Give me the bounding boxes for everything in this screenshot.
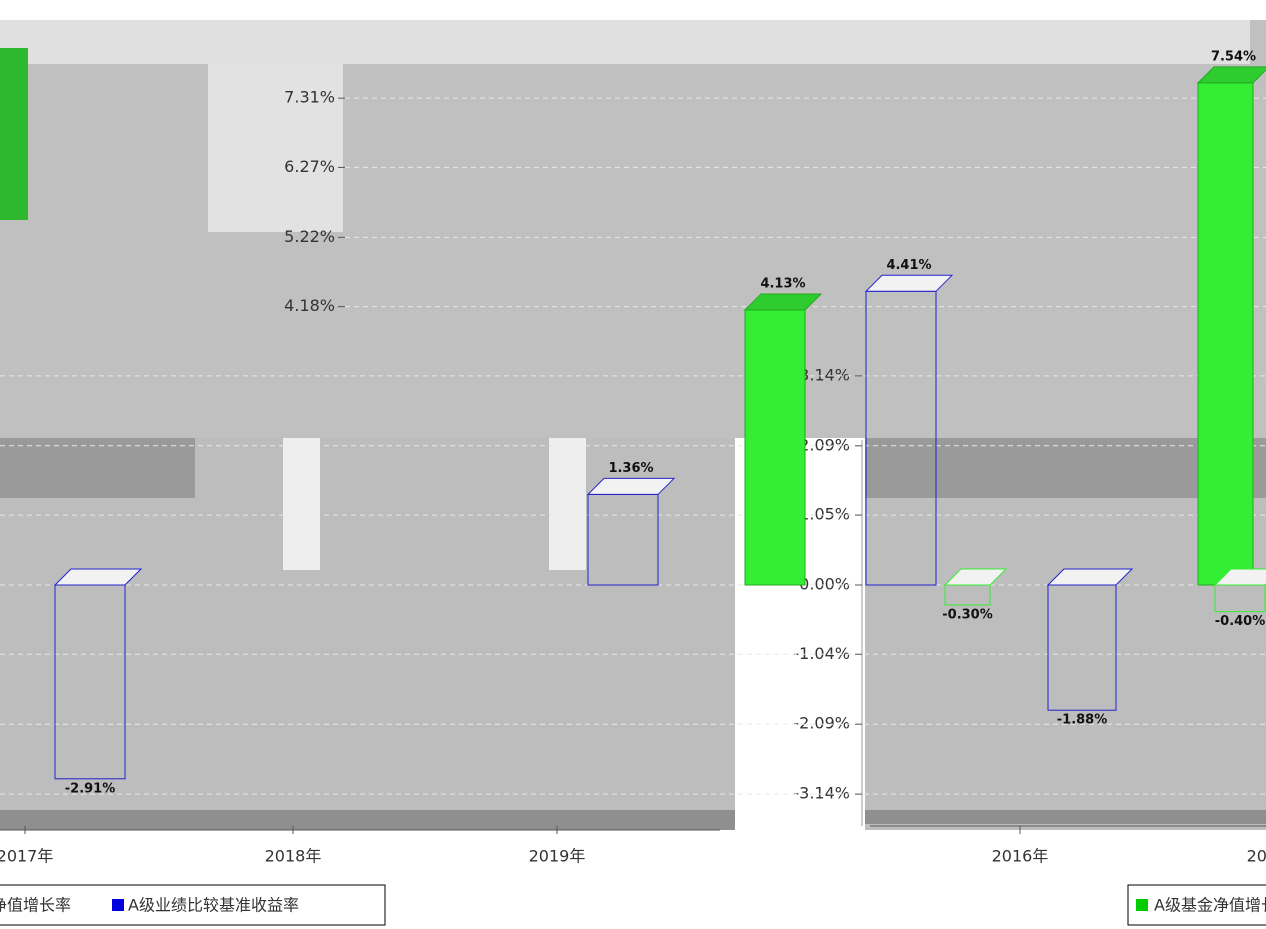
value-label: 7.54%: [1211, 49, 1256, 64]
legend-swatch: [112, 899, 124, 911]
y-tick-label: 0.00%: [799, 575, 850, 594]
value-label: 4.41%: [886, 258, 931, 273]
value-label: -1.88%: [1057, 713, 1108, 728]
value-label: -0.30%: [942, 607, 993, 622]
legend-label: A级业绩比较基准收益率: [128, 896, 299, 915]
panel-shade: [0, 438, 195, 498]
bar-top: [866, 275, 952, 291]
glitch-block: [283, 438, 320, 570]
y-tick-label: -2.09%: [793, 714, 850, 733]
value-label: 4.13%: [760, 276, 805, 291]
panel-band: [345, 20, 1250, 64]
bar-top: [55, 569, 141, 585]
bar: [745, 310, 805, 585]
chart: -3.14% -2.09% -1.04% 0.00% 1.05% 2.09% 3.14% 4.…: [0, 0, 1266, 929]
legend-swatch: [1136, 899, 1148, 911]
y-tick-label: -3.14%: [793, 784, 850, 803]
panel-top: [0, 20, 1266, 440]
y-tick-label: 5.22%: [284, 227, 335, 246]
legend-label: A级基金净值增长率: [1154, 896, 1266, 915]
glitch-block: [549, 438, 586, 570]
value-label: -2.91%: [65, 781, 116, 796]
value-label: 1.36%: [608, 461, 653, 476]
x-tick-label: 2017年: [0, 847, 53, 866]
panel-band: [0, 20, 345, 64]
x-tick-label: 2016年: [992, 847, 1049, 866]
value-label: -0.40%: [1215, 614, 1266, 629]
x-tick-label: 2020年: [1247, 847, 1266, 866]
floor: [0, 810, 735, 830]
y-tick-label: 7.31%: [284, 88, 335, 107]
y-tick-label: -1.04%: [793, 644, 850, 663]
y-tick-label: 4.18%: [284, 296, 335, 315]
floor: [865, 810, 1266, 824]
glitch-bar: [0, 48, 28, 220]
x-tick-label: 2018年: [265, 847, 322, 866]
bar: [1198, 83, 1253, 585]
y-tick-label: 2.09%: [799, 435, 850, 454]
y-tick-label: 1.05%: [799, 505, 850, 524]
y-tick-label: 3.14%: [799, 365, 850, 384]
x-tick-label: 2019年: [529, 847, 586, 866]
legend-label: A级基金净值增长率: [0, 896, 71, 915]
bar-top: [588, 478, 674, 494]
y-tick-label: 6.27%: [284, 157, 335, 176]
